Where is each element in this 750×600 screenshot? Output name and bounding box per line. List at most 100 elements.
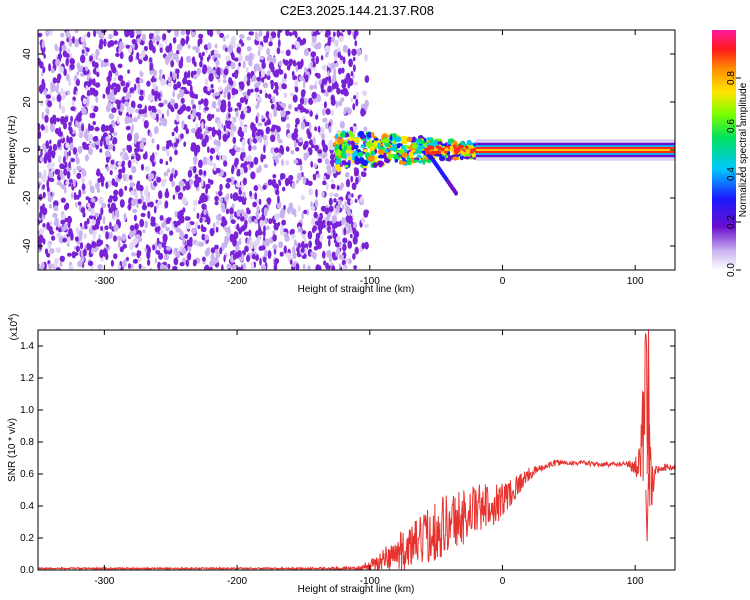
noise-cell xyxy=(331,265,336,270)
noise-cell xyxy=(183,141,187,147)
noise-cell xyxy=(198,100,202,105)
signal-cell xyxy=(421,150,427,154)
noise-cell xyxy=(129,117,134,124)
signal-cell xyxy=(378,146,386,150)
noise-cell xyxy=(278,82,283,92)
noise-cell xyxy=(116,235,122,241)
noise-cell xyxy=(61,184,66,190)
noise-cell xyxy=(211,114,215,119)
noise-cell xyxy=(154,257,158,264)
noise-cell xyxy=(60,116,65,125)
noise-cell xyxy=(107,231,113,239)
noise-cell xyxy=(110,104,113,109)
noise-cell xyxy=(72,35,75,44)
signal-cell xyxy=(360,144,365,149)
noise-cell xyxy=(106,75,112,83)
noise-cell xyxy=(314,126,317,132)
noise-cell xyxy=(57,169,61,175)
noise-cell xyxy=(316,42,322,50)
noise-cell xyxy=(353,30,359,37)
noise-cell xyxy=(323,101,327,109)
noise-cell xyxy=(127,144,132,154)
noise-cell xyxy=(95,171,101,176)
colorbar-tick-label: 0.8 xyxy=(726,71,737,85)
noise-cell xyxy=(295,64,298,72)
noise-cell xyxy=(80,250,84,258)
noise-cell xyxy=(284,236,290,242)
signal-cell xyxy=(426,159,432,164)
noise-cell xyxy=(341,79,345,84)
noise-cell xyxy=(182,185,186,191)
noise-cell xyxy=(165,246,172,251)
noise-cell xyxy=(105,231,109,240)
noise-cell xyxy=(285,30,290,37)
noise-cell xyxy=(299,97,305,105)
noise-cell xyxy=(182,207,186,213)
noise-cell xyxy=(149,201,154,208)
noise-cell xyxy=(161,222,167,229)
noise-cell xyxy=(122,160,125,165)
noise-cell xyxy=(195,131,201,140)
noise-cell xyxy=(302,37,307,45)
noise-cell xyxy=(92,105,99,113)
signal-cell xyxy=(396,145,401,149)
noise-cell xyxy=(86,218,90,225)
noise-cell xyxy=(228,113,231,119)
noise-cell xyxy=(294,107,299,112)
noise-cell xyxy=(257,235,260,240)
noise-cell xyxy=(218,190,223,197)
noise-cell xyxy=(282,58,286,64)
noise-cell xyxy=(57,227,63,233)
noise-cell xyxy=(305,141,309,146)
noise-cell xyxy=(88,215,94,220)
noise-cell xyxy=(280,50,285,55)
noise-cell xyxy=(214,145,220,153)
signal-cell xyxy=(416,150,423,154)
noise-cell xyxy=(55,247,62,254)
noise-cell xyxy=(266,48,271,56)
noise-cell xyxy=(59,255,65,262)
noise-cell xyxy=(79,242,84,250)
noise-cell xyxy=(107,101,111,107)
noise-cell xyxy=(326,165,331,171)
signal-cell xyxy=(430,146,435,150)
noise-cell xyxy=(68,121,72,127)
noise-cell xyxy=(130,263,134,269)
noise-cell xyxy=(349,126,354,131)
noise-cell xyxy=(179,215,185,224)
noise-cell xyxy=(310,60,313,68)
noise-cell xyxy=(266,75,271,80)
noise-cell xyxy=(328,221,333,226)
noise-cell xyxy=(341,30,345,33)
noise-cell xyxy=(180,37,186,47)
noise-cell xyxy=(227,44,234,54)
noise-cell xyxy=(227,91,231,101)
noise-cell xyxy=(138,184,144,192)
noise-cell xyxy=(260,69,266,78)
signal-cell xyxy=(433,147,438,152)
x-tick-label: 100 xyxy=(627,576,644,587)
noise-cell xyxy=(302,107,307,113)
noise-cell xyxy=(185,39,189,45)
noise-cell xyxy=(136,30,142,35)
signal-cell xyxy=(387,153,393,160)
noise-cell xyxy=(256,112,260,118)
noise-cell xyxy=(203,98,209,107)
noise-cell xyxy=(106,166,110,172)
noise-cell xyxy=(171,180,176,188)
noise-cell xyxy=(314,199,319,208)
noise-cell xyxy=(110,84,115,90)
noise-cell xyxy=(337,100,343,107)
noise-cell xyxy=(198,104,202,110)
noise-cell xyxy=(214,43,218,49)
x-tick-label: -300 xyxy=(94,576,114,587)
noise-cell xyxy=(234,211,237,218)
noise-cell xyxy=(253,244,258,250)
noise-cell xyxy=(336,221,341,227)
noise-cell xyxy=(67,221,71,229)
noise-cell xyxy=(187,239,193,249)
noise-cell xyxy=(60,197,66,203)
noise-cell xyxy=(179,262,185,267)
signal-cell xyxy=(399,159,403,165)
noise-cell xyxy=(165,219,170,224)
